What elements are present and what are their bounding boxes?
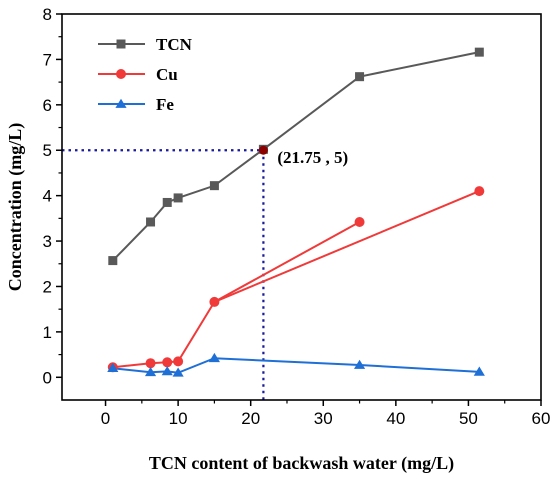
data-point-cu [173, 356, 184, 367]
y-tick-label: 8 [43, 5, 52, 24]
data-point-fe [473, 366, 485, 376]
data-point-cu [145, 358, 156, 369]
y-tick-label: 0 [43, 368, 52, 387]
y-tick-label: 1 [43, 323, 52, 342]
x-axis-title: TCN content of backwash water (mg/L) [149, 453, 454, 474]
y-axis-title: Concentration (mg/L) [5, 123, 26, 291]
data-point-cu [162, 357, 173, 368]
data-point-fe [172, 367, 184, 377]
series-line-cu-branch [213, 221, 361, 303]
legend-label-fe: Fe [156, 95, 174, 114]
data-point-fe [208, 352, 220, 363]
x-tick-label: 60 [532, 409, 550, 428]
data-point-tcn [146, 217, 156, 227]
data-point-tcn [173, 193, 183, 203]
legend-marker-fe [115, 98, 127, 108]
x-tick-label: 0 [101, 409, 110, 428]
legend-marker-tcn [116, 39, 126, 49]
y-tick-label: 7 [43, 50, 52, 69]
legend-marker-cu [116, 69, 126, 79]
x-tick-label: 20 [241, 409, 260, 428]
plot-frame [61, 13, 542, 401]
legend: TCN Cu Fe [98, 35, 193, 114]
x-tick-label: 30 [314, 409, 333, 428]
y-tick-label: 4 [43, 187, 52, 206]
data-point-cu [474, 186, 485, 197]
data-point-tcn [209, 181, 219, 191]
y-tick-label: 5 [43, 141, 52, 160]
x-tick-label: 40 [386, 409, 405, 428]
annotation-label: (21.75 , 5) [277, 148, 348, 167]
data-point-cu [354, 216, 365, 227]
data-point-tcn [474, 47, 484, 57]
axes: 0 10 20 30 40 50 60 0 1 2 3 4 5 6 7 8 [43, 5, 550, 428]
legend-label-tcn: TCN [156, 35, 193, 54]
data-point-fe [107, 362, 119, 373]
series-line-cu [112, 190, 480, 369]
data-point-cu [209, 296, 220, 307]
x-tick-label: 50 [459, 409, 478, 428]
series-markers [107, 47, 485, 377]
legend-label-cu: Cu [156, 65, 178, 84]
data-point-tcn [355, 72, 365, 82]
y-tick-label: 3 [43, 232, 52, 251]
annotation-point [258, 145, 268, 155]
x-tick-label: 10 [169, 409, 188, 428]
y-tick-label: 6 [43, 96, 52, 115]
data-point-fe [161, 366, 173, 376]
data-point-fe [353, 359, 366, 369]
data-point-tcn [108, 256, 118, 266]
y-tick-label: 2 [43, 277, 52, 296]
data-point-tcn [162, 197, 172, 207]
data-point-fe [144, 366, 157, 377]
